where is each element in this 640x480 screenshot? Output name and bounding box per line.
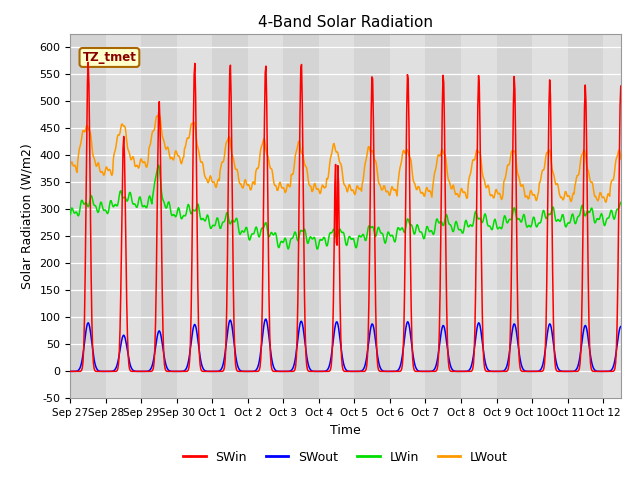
LWout <box>67 163 74 169</box>
Bar <box>355 34 390 398</box>
LWin <box>617 200 625 205</box>
Title: 4-Band Solar Radiation: 4-Band Solar Radiation <box>258 15 433 30</box>
Bar <box>284 34 319 398</box>
LWin <box>324 242 332 248</box>
Line: LWout: LWout <box>70 115 621 202</box>
SWout <box>102 369 110 374</box>
Bar <box>532 34 568 398</box>
LWout <box>143 162 151 168</box>
LWin <box>143 203 151 208</box>
Legend: SWin, SWout, LWin, LWout: SWin, SWout, LWin, LWout <box>178 446 513 469</box>
LWin <box>302 232 310 238</box>
Line: LWin: LWin <box>70 165 621 249</box>
Bar <box>603 34 621 398</box>
SWin <box>324 369 332 374</box>
LWout <box>462 193 470 199</box>
Bar <box>568 34 603 398</box>
SWin <box>145 369 153 374</box>
X-axis label: Time: Time <box>330 424 361 437</box>
LWout <box>476 150 483 156</box>
Bar <box>106 34 141 398</box>
LWin <box>67 212 74 217</box>
LWout <box>617 156 625 162</box>
Line: SWout: SWout <box>70 319 621 372</box>
SWout <box>476 323 484 329</box>
Line: SWin: SWin <box>70 62 621 372</box>
LWin <box>68 206 76 212</box>
SWin <box>84 60 92 65</box>
Bar <box>426 34 461 398</box>
SWin <box>463 369 470 374</box>
Bar <box>141 34 177 398</box>
SWin <box>102 369 110 374</box>
SWout <box>68 369 76 374</box>
LWin <box>463 219 470 225</box>
Bar <box>319 34 355 398</box>
Bar <box>212 34 248 398</box>
SWout <box>303 353 310 359</box>
Y-axis label: Solar Radiation (W/m2): Solar Radiation (W/m2) <box>21 143 34 289</box>
Text: TZ_tmet: TZ_tmet <box>83 51 136 64</box>
LWin <box>313 246 321 252</box>
LWout <box>323 176 330 181</box>
SWout <box>324 367 332 372</box>
SWout <box>262 316 270 322</box>
LWout <box>602 199 610 205</box>
SWin <box>476 130 484 135</box>
Bar <box>497 34 532 398</box>
Bar <box>177 34 212 398</box>
SWout <box>463 368 470 374</box>
SWin <box>68 369 76 374</box>
Bar <box>390 34 426 398</box>
Bar <box>70 34 106 398</box>
SWin <box>617 83 625 89</box>
LWin <box>476 216 484 221</box>
LWout <box>156 112 163 118</box>
LWin <box>155 162 163 168</box>
Bar <box>461 34 497 398</box>
SWout <box>67 369 74 374</box>
SWout <box>145 368 152 374</box>
LWout <box>302 164 310 169</box>
SWin <box>67 369 74 374</box>
SWin <box>303 362 310 368</box>
Bar <box>248 34 284 398</box>
LWout <box>68 161 76 167</box>
SWout <box>617 324 625 329</box>
